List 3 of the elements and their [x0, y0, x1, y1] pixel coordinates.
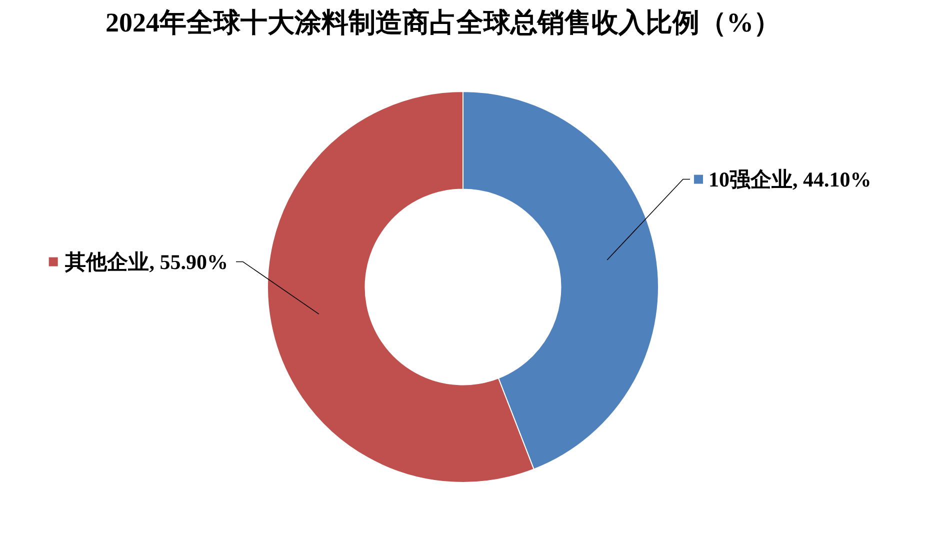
- legend-label: 10强企业, 44.10%: [708, 167, 872, 192]
- chart-title: 2024年全球十大涂料制造商占全球总销售收入比例（%）: [106, 8, 780, 38]
- legend-label: 其他企业, 55.90%: [64, 250, 228, 274]
